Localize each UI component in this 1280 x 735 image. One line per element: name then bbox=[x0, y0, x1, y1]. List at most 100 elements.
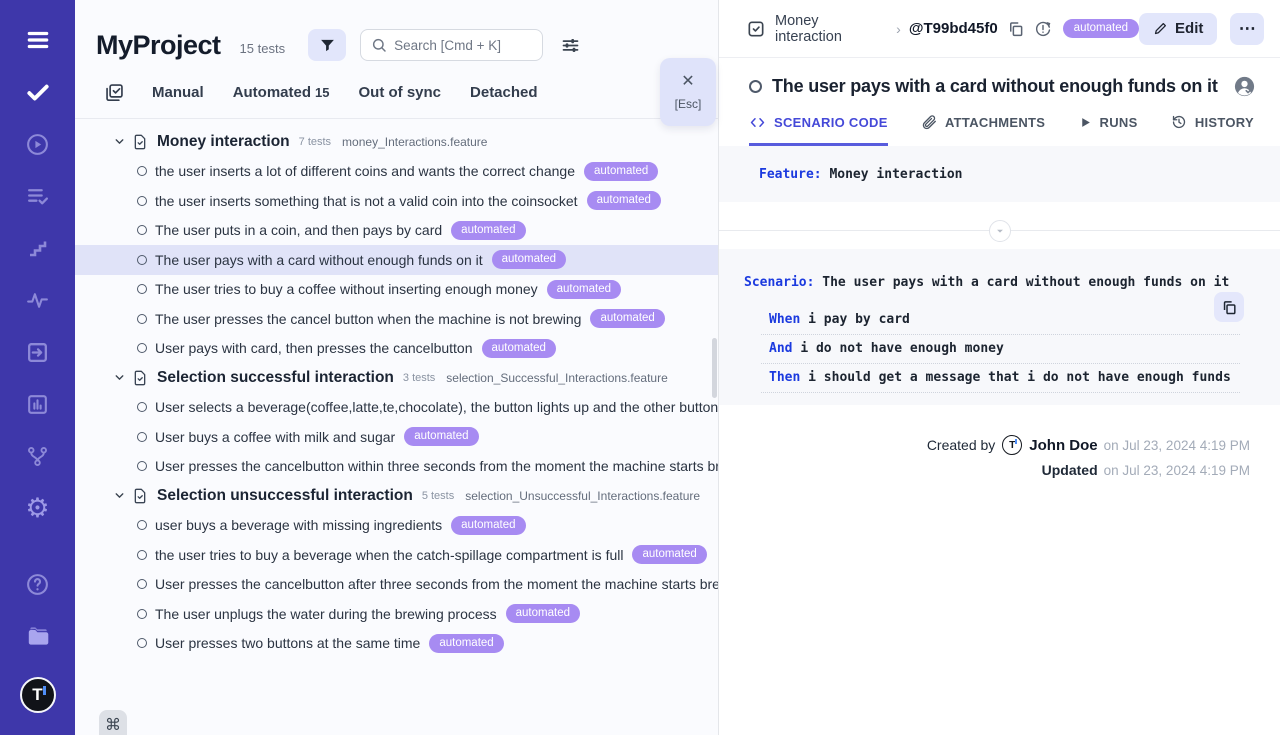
pencil-icon bbox=[1153, 21, 1168, 36]
test-row[interactable]: The user puts in a coin, and then pays b… bbox=[75, 216, 718, 246]
branches-icon[interactable] bbox=[24, 442, 52, 470]
copy-icon bbox=[1007, 20, 1025, 38]
import-icon[interactable] bbox=[24, 338, 52, 366]
test-status-circle-icon bbox=[749, 80, 762, 93]
status-badge: automated bbox=[481, 338, 556, 358]
test-row[interactable]: the user inserts a lot of different coin… bbox=[75, 157, 718, 187]
tab-automated[interactable]: Automated 15 bbox=[232, 83, 330, 101]
analytics-icon[interactable] bbox=[24, 390, 52, 418]
test-row[interactable]: user buys a beverage with missing ingred… bbox=[75, 511, 718, 541]
select-all-icon[interactable] bbox=[104, 82, 125, 103]
test-status-circle-icon bbox=[137, 343, 147, 354]
chevron-down-icon[interactable] bbox=[113, 371, 126, 384]
tab-attachments[interactable]: ATTACHMENTS bbox=[921, 114, 1045, 146]
test-row-title: The user presses the cancel button when … bbox=[155, 310, 582, 327]
copy-id-button[interactable] bbox=[1007, 20, 1025, 38]
step-keyword: When bbox=[769, 312, 801, 327]
issue-clock-icon bbox=[1034, 20, 1052, 38]
test-row[interactable]: the user tries to buy a beverage when th… bbox=[75, 540, 718, 570]
pulse-icon[interactable] bbox=[24, 286, 52, 314]
breadcrumb: Money interaction › @T99bd45f0 automated… bbox=[719, 0, 1280, 58]
test-status-circle-icon bbox=[137, 313, 147, 324]
command-key-hint: ⌘ bbox=[99, 710, 127, 735]
breadcrumb-separator: › bbox=[896, 20, 901, 37]
runs-play-icon[interactable] bbox=[24, 130, 52, 158]
step-text: i should get a message that i do not hav… bbox=[808, 370, 1231, 385]
tab-scenario-code[interactable]: SCENARIO CODE bbox=[749, 115, 888, 146]
status-badge: automated bbox=[451, 515, 526, 535]
menu-icon[interactable] bbox=[24, 26, 52, 54]
status-badge: automated bbox=[632, 545, 707, 565]
feature-file-icon bbox=[132, 488, 148, 504]
status-badge: automated bbox=[451, 220, 526, 240]
assignee-avatar-icon[interactable] bbox=[1233, 75, 1256, 98]
filter-button[interactable] bbox=[308, 29, 347, 61]
suite-row[interactable]: Money interaction 7 tests money_Interact… bbox=[75, 127, 718, 157]
collapse-toggle-icon[interactable] bbox=[988, 219, 1011, 242]
tab-out-of-sync[interactable]: Out of sync bbox=[358, 83, 442, 101]
scenario-steps: When i pay by card And i do not have eno… bbox=[719, 306, 1280, 393]
help-icon[interactable] bbox=[24, 570, 52, 598]
test-row[interactable]: User presses two buttons at the same tim… bbox=[75, 629, 718, 659]
settings-gear-icon[interactable]: ⚙ bbox=[25, 492, 50, 523]
tab-manual[interactable]: Manual bbox=[152, 83, 204, 101]
report-issue-button[interactable] bbox=[1034, 20, 1052, 38]
tests-panel: MyProject 15 tests ✕ [Esc] bbox=[75, 0, 718, 735]
test-status-circle-icon bbox=[137, 608, 147, 619]
test-status-circle-icon bbox=[137, 579, 147, 590]
app-logo[interactable]: T bbox=[19, 677, 56, 713]
copy-code-button[interactable] bbox=[1214, 292, 1244, 322]
tests-check-icon[interactable] bbox=[24, 78, 52, 106]
status-badge: automated bbox=[546, 279, 621, 299]
test-row[interactable]: The user unplugs the water during the br… bbox=[75, 599, 718, 629]
test-row[interactable]: User buys a coffee with milk and sugar a… bbox=[75, 422, 718, 452]
suite-row[interactable]: Selection unsuccessful interaction 5 tes… bbox=[75, 481, 718, 511]
test-row[interactable]: User presses the cancelbutton after thre… bbox=[75, 570, 718, 600]
test-title: The user pays with a card without enough… bbox=[772, 76, 1218, 96]
test-row[interactable]: User pays with card, then presses the ca… bbox=[75, 334, 718, 364]
adjustments-icon[interactable] bbox=[560, 35, 581, 56]
user-avatar: T bbox=[1002, 435, 1023, 455]
projects-folder-icon[interactable] bbox=[24, 622, 52, 650]
more-actions-button[interactable]: ⋯ bbox=[1230, 12, 1264, 45]
tab-history[interactable]: HISTORY bbox=[1171, 114, 1254, 146]
suite-file-name: selection_Unsuccessful_Interactions.feat… bbox=[465, 488, 701, 503]
tab-detached[interactable]: Detached bbox=[470, 83, 538, 101]
scenario-step: Then i should get a message that i do no… bbox=[761, 364, 1240, 393]
tests-count: 15 tests bbox=[239, 40, 286, 56]
status-badge: automated bbox=[583, 161, 659, 181]
breadcrumb-group-link[interactable]: Money interaction bbox=[775, 12, 842, 45]
funnel-icon bbox=[319, 37, 336, 54]
updated-date: on Jul 23, 2024 4:19 PM bbox=[1103, 462, 1250, 478]
tab-runs[interactable]: RUNS bbox=[1079, 115, 1138, 146]
page-title: MyProject bbox=[96, 29, 221, 60]
test-row-title: the user inserts a lot of different coin… bbox=[155, 163, 575, 180]
test-row-title: User pays with card, then presses the ca… bbox=[155, 340, 473, 357]
history-clock-icon bbox=[1171, 114, 1187, 130]
test-status-circle-icon bbox=[137, 431, 147, 442]
test-row-title: User selects a beverage(coffee,latte,te,… bbox=[155, 399, 718, 416]
feature-code-block: Feature: Money interaction bbox=[719, 146, 1280, 202]
suite-row[interactable]: Selection successful interaction 3 tests… bbox=[75, 363, 718, 393]
test-status-circle-icon bbox=[137, 254, 147, 265]
milestones-icon[interactable] bbox=[24, 234, 52, 262]
test-row[interactable]: User presses the cancelbutton within thr… bbox=[75, 452, 718, 482]
test-row[interactable]: The user presses the cancel button when … bbox=[75, 304, 718, 334]
test-row[interactable]: The user pays with a card without enough… bbox=[75, 245, 718, 275]
test-row[interactable]: The user tries to buy a coffee without i… bbox=[75, 275, 718, 305]
scrollbar[interactable] bbox=[712, 338, 717, 398]
chevron-down-icon[interactable] bbox=[113, 489, 126, 502]
tab-automated-count: 15 bbox=[315, 84, 330, 100]
close-panel-button[interactable]: ✕ [Esc] bbox=[660, 58, 716, 126]
chevron-down-icon[interactable] bbox=[113, 135, 126, 148]
feature-text: Money interaction bbox=[829, 166, 963, 182]
search-input[interactable] bbox=[394, 37, 535, 53]
test-row[interactable]: User selects a beverage(coffee,latte,te,… bbox=[75, 393, 718, 423]
edit-button[interactable]: Edit bbox=[1139, 12, 1218, 45]
test-status-circle-icon bbox=[137, 520, 147, 531]
test-row-title: the user tries to buy a beverage when th… bbox=[155, 546, 624, 563]
status-badge: automated bbox=[1062, 19, 1140, 38]
test-row[interactable]: the user inserts something that is not a… bbox=[75, 186, 718, 216]
test-plans-icon[interactable] bbox=[24, 182, 52, 210]
